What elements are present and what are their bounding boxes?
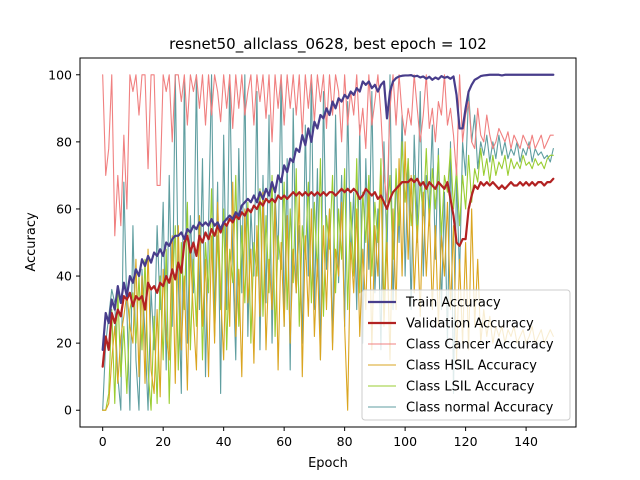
legend: Train Accuracy Validation Accuracy Class C… bbox=[361, 289, 571, 421]
legend-entry-label: Class Cancer Accuracy bbox=[406, 338, 554, 353]
legend-entry-label: Train Accuracy bbox=[405, 296, 501, 311]
series-line-class-lsil-accuracy bbox=[102, 141, 554, 411]
y-tick-label: 20 bbox=[56, 336, 72, 351]
legend-entry-label: Class normal Accuracy bbox=[406, 401, 554, 416]
chart-title: resnet50_allclass_0628, best epoch = 102 bbox=[169, 35, 487, 54]
x-tick-label: 60 bbox=[276, 434, 292, 449]
plot-area bbox=[79, 57, 577, 428]
series-line-validation-accuracy bbox=[101, 177, 555, 368]
legend-box bbox=[361, 289, 571, 421]
x-axis-ticks: 0 20 40 60 80 100 120 140 bbox=[99, 427, 538, 449]
legend-entry-label: Class LSIL Accuracy bbox=[406, 380, 535, 395]
y-tick-label: 40 bbox=[56, 269, 72, 284]
series-line-class-hsil-accuracy bbox=[102, 141, 554, 411]
x-tick-label: 140 bbox=[514, 434, 538, 449]
y-tick-label: 80 bbox=[56, 134, 72, 149]
legend-entry-label: Validation Accuracy bbox=[406, 317, 534, 332]
x-tick-label: 20 bbox=[155, 434, 171, 449]
x-tick-label: 80 bbox=[337, 434, 353, 449]
plot-frame bbox=[79, 57, 577, 428]
x-tick-label: 120 bbox=[454, 434, 478, 449]
y-tick-label: 60 bbox=[56, 201, 72, 216]
series-line-train-accuracy bbox=[101, 73, 555, 351]
x-axis-label: Epoch bbox=[308, 456, 348, 471]
legend-entry-label: Class HSIL Accuracy bbox=[406, 359, 537, 374]
y-axis-label: Accuracy bbox=[24, 212, 39, 272]
y-axis-ticks: 0 20 40 60 80 100 bbox=[48, 67, 80, 418]
series-line-class-cancer-accuracy bbox=[102, 74, 554, 237]
x-tick-label: 0 bbox=[99, 434, 107, 449]
y-tick-label: 0 bbox=[64, 403, 72, 418]
series-layer bbox=[101, 73, 555, 411]
x-tick-label: 40 bbox=[216, 434, 232, 449]
y-tick-label: 100 bbox=[48, 67, 72, 82]
x-tick-label: 100 bbox=[393, 434, 417, 449]
